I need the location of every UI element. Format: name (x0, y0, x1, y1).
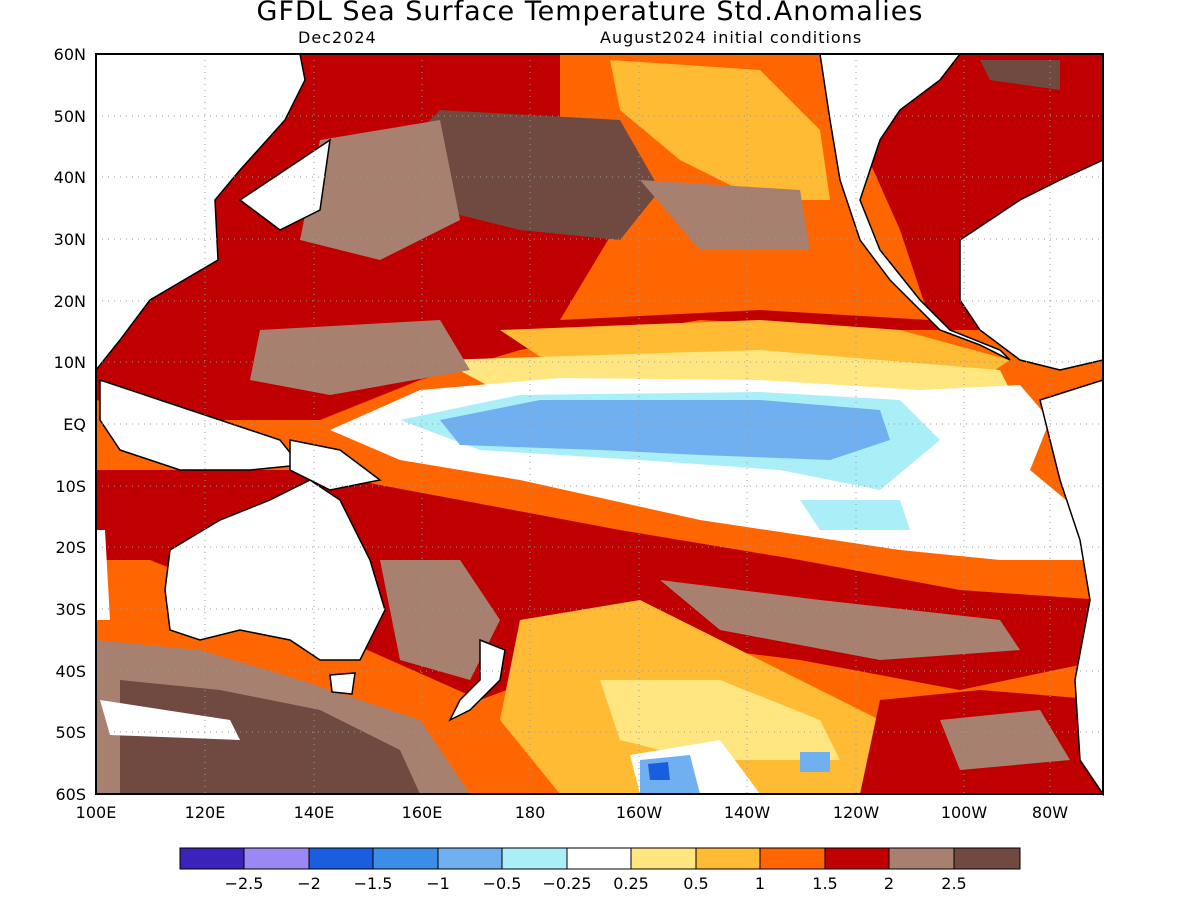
asia-landmass (95, 53, 306, 373)
legend-label: 0.5 (683, 874, 708, 893)
anomaly-region (96, 530, 110, 620)
legend-label: −2 (297, 874, 321, 893)
lat-label: 50S (55, 723, 86, 742)
legend-label: 1.5 (812, 874, 837, 893)
anomaly-region (640, 755, 700, 794)
new-guinea-landmass (289, 439, 382, 491)
anomaly-region (300, 120, 460, 260)
lon-label: 180 (515, 803, 546, 822)
legend-swatch (953, 847, 1021, 870)
legend-label: −1 (426, 874, 450, 893)
lat-label: 40N (54, 168, 86, 187)
anomaly-region (610, 60, 830, 200)
legend-swatch (759, 847, 826, 870)
lat-label: 30S (55, 600, 86, 619)
legend-label: −1.5 (354, 874, 393, 893)
lat-label: 60N (54, 45, 86, 64)
anomaly-region (100, 700, 240, 740)
legend-swatch (566, 847, 632, 870)
anomaly-region (800, 752, 830, 772)
anomaly-region (648, 762, 670, 780)
legend-swatch (372, 847, 439, 870)
anomaly-region (660, 580, 1020, 660)
legend-swatch (630, 847, 697, 870)
land-layer (95, 53, 1104, 797)
lon-label: 160E (402, 803, 443, 822)
lat-label: 60S (55, 785, 86, 804)
tasmania-landmass (329, 672, 356, 695)
lon-label: 120E (185, 803, 226, 822)
forecast-month-label: Dec2024 (298, 28, 377, 47)
legend-swatch (437, 847, 503, 870)
lon-label: 140W (724, 803, 771, 822)
anomaly-region (940, 710, 1070, 770)
legend-label: 1 (755, 874, 765, 893)
lon-label: 160W (616, 803, 663, 822)
japan-landmass (238, 138, 331, 231)
lat-label: 10N (54, 353, 86, 372)
lon-label: 140E (294, 803, 335, 822)
lat-label: 10S (55, 477, 86, 496)
north-america-landmass (819, 53, 1104, 371)
lon-label: 100E (76, 803, 117, 822)
legend-label: 0.25 (613, 874, 649, 893)
anomaly-region (800, 500, 910, 530)
anomaly-region (380, 560, 500, 680)
new-zealand-landmass (448, 638, 506, 722)
legend-label: −2.5 (225, 874, 264, 893)
lat-label: EQ (63, 415, 86, 434)
lat-label: 20N (54, 292, 86, 311)
lat-label: 20S (55, 538, 86, 557)
legend-swatch (824, 847, 890, 870)
legend-colorbar: −2.5 −2 −1.5 −1 −0.5 −0.25 0.25 0.5 1 1.… (179, 847, 1021, 893)
legend-swatch (888, 847, 955, 870)
anomaly-region (250, 320, 470, 395)
legend-label: −0.25 (542, 874, 591, 893)
legend-label: −0.5 (483, 874, 522, 893)
australia-landmass (164, 479, 386, 661)
anomaly-region (440, 400, 890, 460)
longitude-axis: 100E 120E 140E 160E 180 160W 140W 120W 1… (76, 803, 1069, 822)
legend-swatch (695, 847, 761, 870)
legend-label: 2 (884, 874, 894, 893)
anomaly-region (120, 680, 420, 794)
legend-label: 2.5 (941, 874, 966, 893)
lat-label: 30N (54, 230, 86, 249)
legend-swatch (243, 847, 310, 870)
map-title: GFDL Sea Surface Temperature Std.Anomali… (256, 0, 924, 27)
anomaly-region (600, 680, 840, 760)
indonesia-landmass (99, 378, 302, 471)
lon-label: 120W (833, 803, 880, 822)
legend-swatch (308, 847, 374, 870)
anomaly-region (980, 60, 1060, 90)
lon-label: 80W (1032, 803, 1068, 822)
lat-label: 40S (55, 662, 86, 681)
lat-label: 50N (54, 107, 86, 126)
legend-swatch (501, 847, 568, 870)
initial-conditions-label: August2024 initial conditions (600, 28, 863, 47)
map-frame (95, 53, 1104, 795)
sst-anomaly-field (96, 54, 1103, 794)
lon-label: 100W (941, 803, 988, 822)
latitude-axis: 60N 50N 40N 30N 20N 10N EQ 10S 20S 30S 4… (54, 45, 86, 804)
anomaly-region (640, 180, 810, 250)
legend-swatch (179, 847, 245, 870)
